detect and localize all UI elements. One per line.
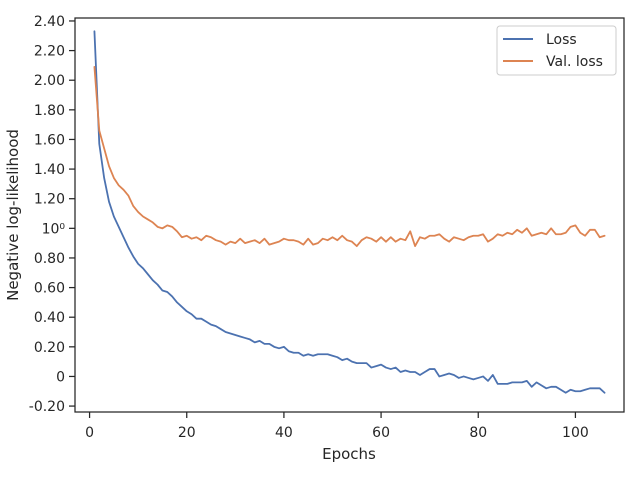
y-tick-label: 0.60: [34, 281, 65, 297]
y-tick-label: 1.80: [34, 103, 65, 119]
x-tick-label: 20: [178, 425, 196, 441]
series-layer: [93, 30, 606, 394]
axes-layer: 0 20 40 60 80 100 -0.20 0 0.20 0.40 0.60 0.80 10⁰ 1.2…: [29, 14, 625, 441]
x-axis-label: Epochs: [322, 445, 376, 463]
y-tick-label: 1.20: [34, 192, 65, 208]
y-tick-label: 0.40: [34, 310, 65, 326]
y-tick-label: 1.60: [34, 132, 65, 148]
y-tick-label: 2.40: [34, 14, 65, 30]
legend: Loss Val. loss: [496, 25, 617, 76]
y-tick-label: 1.40: [34, 162, 65, 178]
y-tick-label: 0: [56, 369, 65, 385]
x-tick-label: 100: [562, 425, 589, 441]
legend-label: Loss: [546, 32, 577, 48]
legend-label: Val. loss: [546, 54, 603, 70]
y-tick-label: 2.20: [34, 44, 65, 60]
y-axis-label: Negative log-likelihood: [4, 129, 22, 301]
y-tick-label: -0.20: [29, 399, 65, 415]
y-tick-label: 0.80: [34, 251, 65, 267]
series-line-val-loss: [93, 65, 606, 248]
y-tick-label: 0.20: [34, 340, 65, 356]
plot-frame: [74, 17, 625, 413]
x-tick-label: 0: [85, 425, 94, 441]
x-tick-label: 60: [372, 425, 390, 441]
series-line-loss: [93, 30, 606, 394]
x-tick-label: 80: [469, 425, 487, 441]
y-tick-label: 10⁰: [42, 221, 66, 237]
x-tick-label: 40: [275, 425, 293, 441]
y-tick-label: 2.00: [34, 73, 65, 89]
